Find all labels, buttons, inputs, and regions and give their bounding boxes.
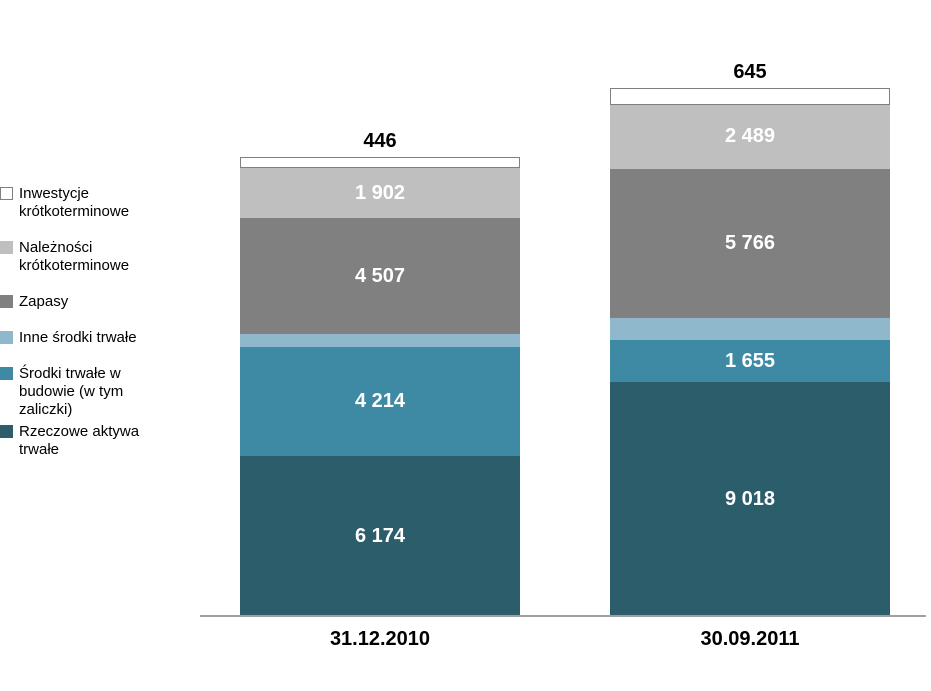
- bar-segment-budowa: 4 214: [240, 347, 520, 456]
- bar-segment-inne: [610, 318, 890, 339]
- bar-segment-zapasy: 5 766: [610, 169, 890, 318]
- bar-column: 9 0181 6555 7662 489645: [610, 88, 890, 616]
- bar-segment-naleznosci: 1 902: [240, 168, 520, 217]
- legend-label: Inwestycje krótkoterminowe: [19, 185, 179, 221]
- segment-value-label: 1 655: [725, 350, 775, 373]
- segment-value-label: 1 902: [355, 182, 405, 205]
- bar-column: 6 1744 2144 5071 902446: [240, 157, 520, 616]
- bar-segment-rzeczowe: 6 174: [240, 456, 520, 616]
- legend-swatch: [0, 425, 13, 438]
- stacked-bar-chart: Inwestycje krótkoterminowe Należności kró…: [0, 0, 931, 691]
- legend-item: Rzeczowe aktywa trwałe: [0, 423, 200, 459]
- bar-segment-zapasy: 4 507: [240, 218, 520, 335]
- axis-category-label: 31.12.2010: [240, 628, 520, 651]
- legend-item: Należności krótkoterminowe: [0, 239, 200, 275]
- legend-swatch: [0, 295, 13, 308]
- bar-top-value-label: 446: [240, 130, 520, 153]
- segment-value-label: 2 489: [725, 125, 775, 148]
- segment-value-label: 4 214: [355, 390, 405, 413]
- bar-segment-inwestycje: [240, 157, 520, 169]
- bar-segment-naleznosci: 2 489: [610, 105, 890, 169]
- segment-value-label: 9 018: [725, 488, 775, 511]
- axis-category-label: 30.09.2011: [610, 628, 890, 651]
- bar-top-value-label: 645: [610, 61, 890, 84]
- segment-value-label: 4 507: [355, 265, 405, 288]
- legend-swatch: [0, 187, 13, 200]
- legend-item: Inne środki trwałe: [0, 329, 200, 347]
- segment-value-label: 5 766: [725, 232, 775, 255]
- segment-value-label: 6 174: [355, 525, 405, 548]
- legend-swatch: [0, 367, 13, 380]
- legend-item: Zapasy: [0, 293, 200, 311]
- legend-label: Należności krótkoterminowe: [19, 239, 179, 275]
- legend-item: Środki trwałe w budowie (w tym zaliczki): [0, 365, 200, 419]
- legend: Inwestycje krótkoterminowe Należności kró…: [0, 185, 200, 477]
- baseline: [200, 615, 926, 617]
- legend-item: Inwestycje krótkoterminowe: [0, 185, 200, 221]
- legend-swatch: [0, 241, 13, 254]
- legend-label: Inne środki trwałe: [19, 329, 137, 347]
- legend-label: Środki trwałe w budowie (w tym zaliczki): [19, 365, 179, 419]
- legend-label: Rzeczowe aktywa trwałe: [19, 423, 179, 459]
- legend-label: Zapasy: [19, 293, 68, 311]
- bar-segment-budowa: 1 655: [610, 340, 890, 383]
- bar-segment-inwestycje: [610, 88, 890, 105]
- bar-segment-inne: [240, 334, 520, 347]
- bar-segment-rzeczowe: 9 018: [610, 382, 890, 616]
- legend-swatch: [0, 331, 13, 344]
- plot-area: 6 174 4 214 4 507 1 902 446 31.12.2010 9 018 1 …: [200, 0, 931, 691]
